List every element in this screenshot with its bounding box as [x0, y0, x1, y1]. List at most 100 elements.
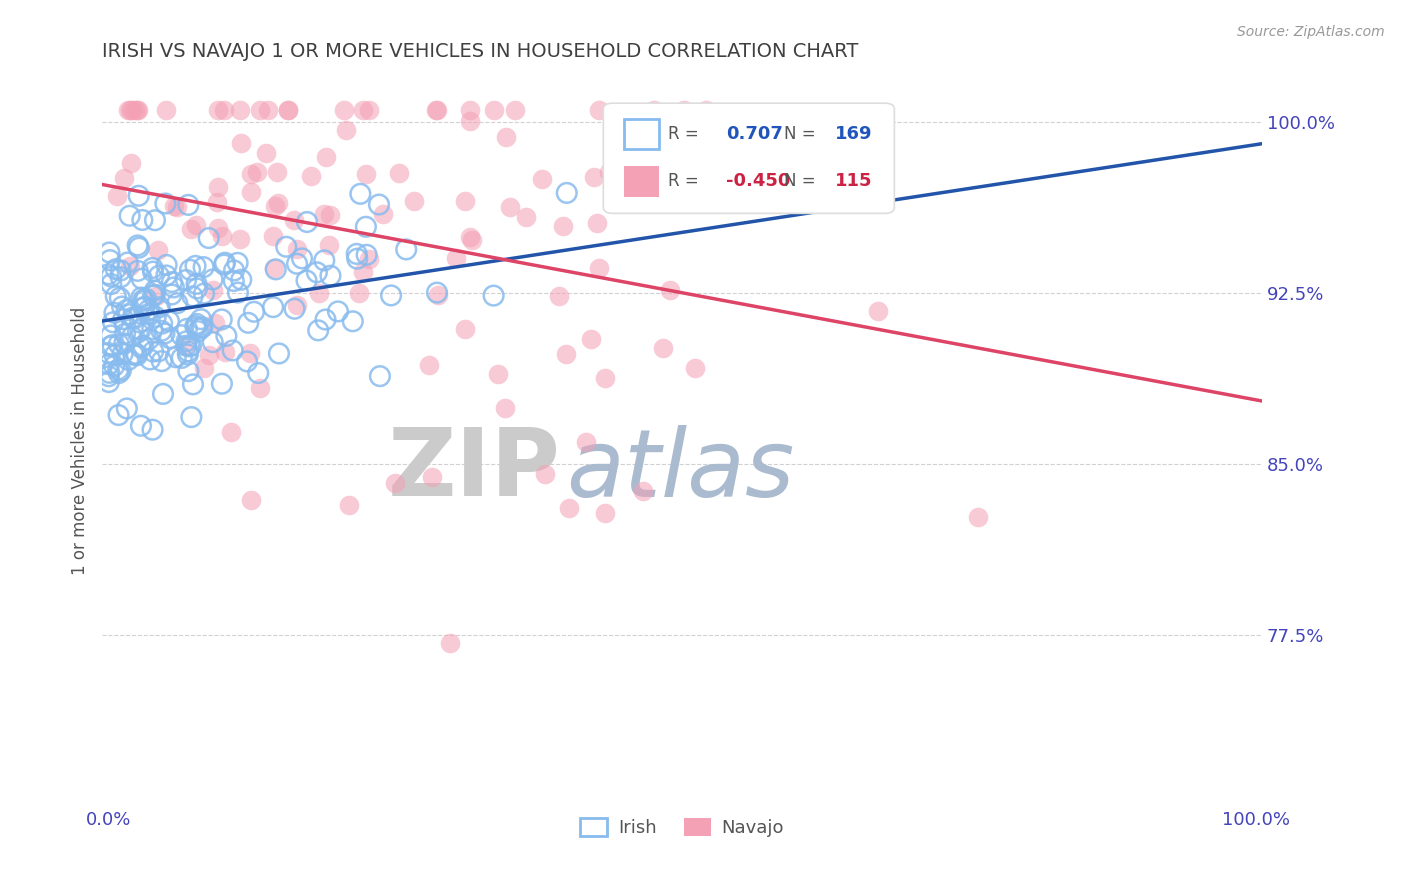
Point: [163, 199, 186, 213]
Text: R =: R =: [668, 125, 704, 143]
Point: [193, 286, 215, 301]
Point: [179, 262, 201, 277]
Point: [118, 209, 141, 223]
Point: [352, 264, 374, 278]
Point: [212, 258, 235, 272]
Point: [239, 346, 262, 360]
Point: [384, 476, 406, 491]
Point: [346, 247, 368, 261]
Point: [155, 103, 177, 118]
Point: [186, 320, 208, 334]
Point: [129, 323, 152, 337]
Text: R =: R =: [668, 172, 704, 190]
Text: atlas: atlas: [567, 425, 794, 516]
Point: [582, 169, 605, 184]
Point: [207, 180, 229, 194]
Point: [97, 375, 120, 389]
Point: [186, 281, 208, 295]
Point: [107, 408, 129, 422]
Point: [100, 269, 122, 284]
Point: [299, 169, 322, 183]
Point: [357, 252, 380, 266]
Point: [967, 510, 990, 524]
Point: [110, 270, 132, 285]
Point: [138, 333, 160, 347]
Point: [131, 272, 153, 286]
Point: [98, 245, 121, 260]
Point: [458, 103, 481, 118]
Point: [98, 253, 121, 268]
Point: [249, 381, 271, 395]
Point: [155, 268, 177, 283]
Point: [868, 304, 890, 318]
Point: [236, 354, 259, 368]
Point: [354, 167, 377, 181]
Point: [575, 434, 598, 449]
Point: [285, 298, 308, 312]
Point: [129, 316, 152, 330]
Point: [285, 257, 308, 271]
Point: [207, 103, 229, 118]
Point: [356, 248, 378, 262]
Point: [461, 233, 484, 247]
Point: [134, 300, 156, 314]
Point: [318, 208, 340, 222]
Point: [97, 369, 120, 384]
Point: [177, 344, 200, 359]
Legend: Irish, Navajo: Irish, Navajo: [572, 810, 792, 844]
Point: [98, 366, 121, 380]
Point: [112, 312, 135, 326]
Point: [118, 259, 141, 273]
Point: [198, 348, 221, 362]
Point: [124, 311, 146, 326]
Point: [100, 339, 122, 353]
Point: [135, 292, 157, 306]
Point: [163, 280, 186, 294]
Text: 0.707: 0.707: [727, 125, 783, 143]
Point: [127, 326, 149, 340]
Point: [249, 103, 271, 118]
Point: [177, 347, 200, 361]
Point: [104, 262, 127, 277]
Point: [105, 189, 128, 203]
Point: [643, 103, 665, 118]
Point: [156, 258, 179, 272]
Point: [152, 387, 174, 401]
Point: [142, 423, 165, 437]
Point: [142, 288, 165, 302]
Point: [262, 300, 284, 314]
Point: [201, 335, 224, 350]
Point: [264, 262, 287, 277]
Point: [277, 103, 299, 118]
Point: [111, 300, 134, 314]
Point: [118, 103, 141, 118]
Point: [205, 194, 228, 209]
Point: [146, 243, 169, 257]
Point: [558, 501, 581, 516]
Point: [202, 283, 225, 297]
Point: [149, 300, 172, 314]
Point: [115, 401, 138, 416]
Point: [177, 364, 200, 378]
Point: [97, 267, 120, 281]
Point: [315, 150, 337, 164]
Point: [388, 166, 411, 180]
Point: [652, 341, 675, 355]
Point: [482, 103, 505, 118]
Point: [187, 324, 209, 338]
Point: [145, 289, 167, 303]
Point: [211, 312, 233, 326]
Point: [531, 172, 554, 186]
Point: [402, 194, 425, 208]
Point: [215, 329, 238, 343]
Point: [494, 401, 516, 415]
Point: [186, 277, 208, 291]
Point: [141, 260, 163, 275]
Point: [262, 229, 284, 244]
Point: [337, 498, 360, 512]
Point: [555, 186, 578, 200]
Point: [139, 352, 162, 367]
Text: ZIP: ZIP: [388, 424, 561, 516]
Point: [357, 103, 380, 118]
Point: [482, 288, 505, 302]
